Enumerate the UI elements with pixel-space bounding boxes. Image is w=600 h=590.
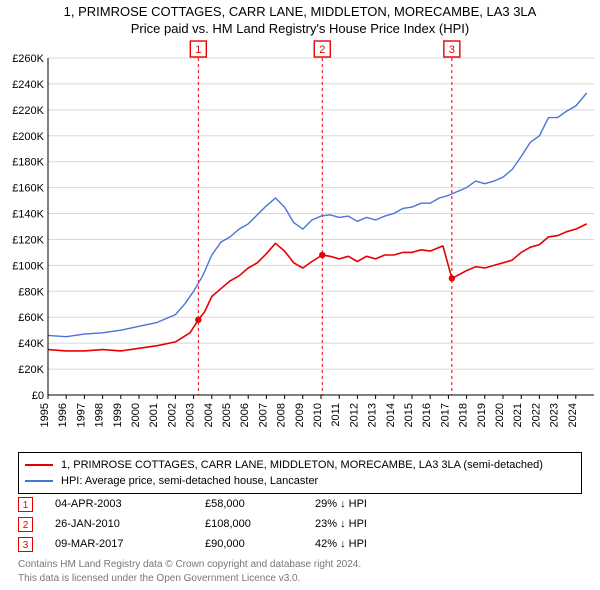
svg-text:£0: £0	[32, 390, 44, 402]
svg-text:1995: 1995	[39, 403, 51, 427]
svg-text:2007: 2007	[257, 403, 269, 427]
footer-line1: Contains HM Land Registry data © Crown c…	[18, 558, 361, 572]
svg-text:£80K: £80K	[18, 286, 44, 298]
svg-text:2012: 2012	[348, 403, 360, 427]
svg-text:2011: 2011	[330, 403, 342, 427]
sale-date-3: 09-MAR-2017	[55, 538, 205, 550]
sale-marker-3: 3	[18, 537, 33, 552]
svg-text:1996: 1996	[57, 403, 69, 427]
svg-text:2021: 2021	[512, 403, 524, 427]
sale-marker-2: 2	[18, 517, 33, 532]
sale-price-2: £108,000	[205, 518, 315, 530]
svg-text:£100K: £100K	[12, 260, 44, 272]
svg-text:2001: 2001	[148, 403, 160, 427]
svg-text:2005: 2005	[221, 403, 233, 427]
svg-text:£60K: £60K	[18, 312, 44, 324]
svg-text:£40K: £40K	[18, 338, 44, 350]
title-line1: 1, PRIMROSE COTTAGES, CARR LANE, MIDDLET…	[0, 4, 600, 21]
svg-text:2018: 2018	[458, 403, 470, 427]
svg-text:2004: 2004	[203, 403, 215, 427]
sale-row-1: 1 04-APR-2003 £58,000 29% ↓ HPI	[18, 494, 582, 514]
footer-line2: This data is licensed under the Open Gov…	[18, 572, 361, 586]
legend-swatch-property	[25, 464, 53, 466]
svg-text:2: 2	[319, 44, 325, 56]
sales-table: 1 04-APR-2003 £58,000 29% ↓ HPI 2 26-JAN…	[18, 494, 582, 554]
legend-label-hpi: HPI: Average price, semi-detached house,…	[61, 475, 318, 487]
sale-row-2: 2 26-JAN-2010 £108,000 23% ↓ HPI	[18, 514, 582, 534]
legend-box: 1, PRIMROSE COTTAGES, CARR LANE, MIDDLET…	[18, 452, 582, 494]
legend-row-hpi: HPI: Average price, semi-detached house,…	[25, 473, 575, 489]
sale-price-3: £90,000	[205, 538, 315, 550]
svg-text:£220K: £220K	[12, 105, 44, 117]
svg-text:1998: 1998	[94, 403, 106, 427]
sale-row-3: 3 09-MAR-2017 £90,000 42% ↓ HPI	[18, 534, 582, 554]
svg-text:£180K: £180K	[12, 157, 44, 169]
svg-text:2003: 2003	[185, 403, 197, 427]
svg-text:1999: 1999	[112, 403, 124, 427]
svg-text:£240K: £240K	[12, 79, 44, 91]
sale-delta-1: 29% ↓ HPI	[315, 498, 367, 510]
svg-text:2010: 2010	[312, 403, 324, 427]
sale-delta-3: 42% ↓ HPI	[315, 538, 367, 550]
svg-text:£20K: £20K	[18, 364, 44, 376]
svg-text:2019: 2019	[476, 403, 488, 427]
title-line2: Price paid vs. HM Land Registry's House …	[0, 21, 600, 38]
legend-swatch-hpi	[25, 480, 53, 482]
svg-text:2008: 2008	[276, 403, 288, 427]
svg-text:£120K: £120K	[12, 234, 44, 246]
chart-title: 1, PRIMROSE COTTAGES, CARR LANE, MIDDLET…	[0, 0, 600, 38]
svg-text:2016: 2016	[421, 403, 433, 427]
svg-text:£160K: £160K	[12, 183, 44, 195]
sale-price-1: £58,000	[205, 498, 315, 510]
svg-text:1997: 1997	[75, 403, 87, 427]
svg-text:2006: 2006	[239, 403, 251, 427]
svg-text:2023: 2023	[549, 403, 561, 427]
svg-text:2014: 2014	[385, 403, 397, 427]
svg-text:£260K: £260K	[12, 53, 44, 65]
chart-area: £0 £20K £40K £60K £80K £100K £120K £140K £160K £1…	[0, 40, 600, 445]
svg-text:1: 1	[195, 44, 201, 56]
svg-text:£200K: £200K	[12, 131, 44, 143]
svg-text:£140K: £140K	[12, 209, 44, 221]
sale-date-1: 04-APR-2003	[55, 498, 205, 510]
sale-date-2: 26-JAN-2010	[55, 518, 205, 530]
svg-text:2009: 2009	[294, 403, 306, 427]
svg-text:2013: 2013	[367, 403, 379, 427]
sale-marker-1: 1	[18, 497, 33, 512]
legend-row-property: 1, PRIMROSE COTTAGES, CARR LANE, MIDDLET…	[25, 457, 575, 473]
chart-svg: £0 £20K £40K £60K £80K £100K £120K £140K £160K £1…	[0, 40, 600, 445]
svg-text:3: 3	[449, 44, 455, 56]
svg-text:2015: 2015	[403, 403, 415, 427]
sale-delta-2: 23% ↓ HPI	[315, 518, 367, 530]
svg-text:2017: 2017	[439, 403, 451, 427]
svg-text:2022: 2022	[530, 403, 542, 427]
svg-text:2024: 2024	[567, 403, 579, 427]
footer-attribution: Contains HM Land Registry data © Crown c…	[18, 558, 361, 585]
svg-text:2020: 2020	[494, 403, 506, 427]
legend-label-property: 1, PRIMROSE COTTAGES, CARR LANE, MIDDLET…	[61, 459, 543, 471]
svg-text:2000: 2000	[130, 403, 142, 427]
svg-text:2002: 2002	[166, 403, 178, 427]
